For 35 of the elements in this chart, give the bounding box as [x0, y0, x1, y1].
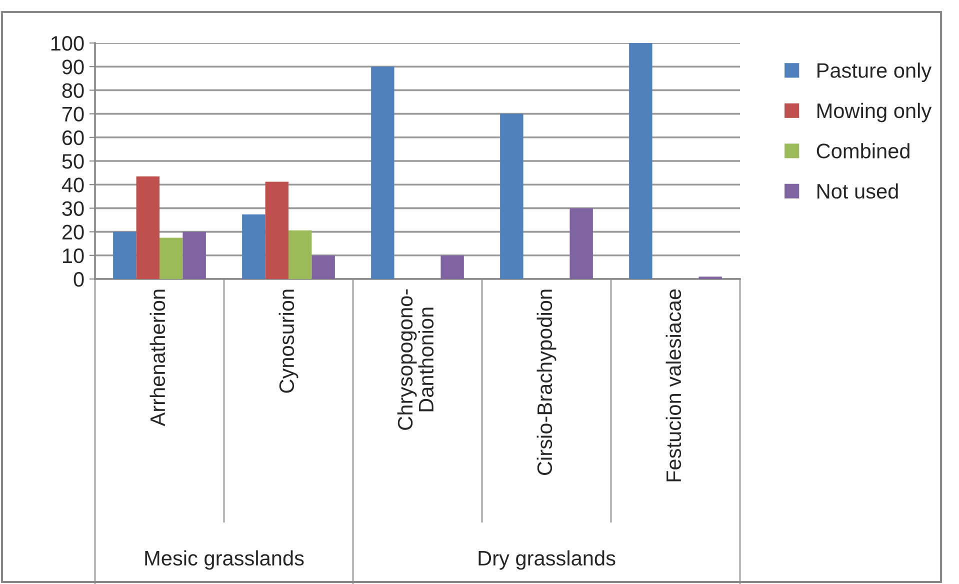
- bar: [500, 114, 524, 279]
- x-tick-label: Chrysopogono- Danthonion: [397, 289, 434, 430]
- y-tick-label: 40: [62, 178, 84, 192]
- y-tick-label: 70: [62, 106, 84, 122]
- bar: [312, 255, 335, 279]
- x-tick-label: Cirsio-Brachypodion: [536, 290, 556, 475]
- bar: [629, 43, 652, 279]
- legend-label: Pasture only: [818, 62, 932, 82]
- y-tick-label: 0: [74, 272, 84, 287]
- y-tick-label: 100: [51, 36, 84, 51]
- y-tick-label: 90: [62, 60, 84, 74]
- text: Dry grasslands: [478, 550, 616, 570]
- bar: [570, 208, 593, 279]
- text: Mesic grasslands: [145, 550, 304, 570]
- bar: [371, 66, 394, 279]
- bar: [113, 232, 136, 279]
- bar: [136, 176, 160, 279]
- bar: [182, 232, 206, 279]
- y-tick-label: 10: [63, 248, 84, 264]
- y-tick-label: 20: [62, 224, 84, 240]
- bar: [242, 214, 266, 279]
- y-tick-label: 30: [62, 201, 84, 216]
- bar: [440, 255, 464, 279]
- legend-label: Combined: [816, 143, 910, 158]
- legend-label: Mowing only: [818, 102, 932, 122]
- x-tick-label: Festucion valesiacae: [666, 289, 682, 482]
- x-tick-label: Cynosurion: [278, 290, 298, 393]
- bar: [265, 182, 288, 279]
- bar: [160, 238, 183, 279]
- legend-label: Not used: [818, 183, 898, 199]
- y-tick-label: 60: [62, 130, 84, 146]
- bar: [288, 230, 312, 279]
- y-tick-label: 50: [62, 154, 84, 169]
- x-tick-label: Arrhenatherion: [150, 290, 166, 426]
- y-tick-label: 80: [62, 83, 84, 98]
